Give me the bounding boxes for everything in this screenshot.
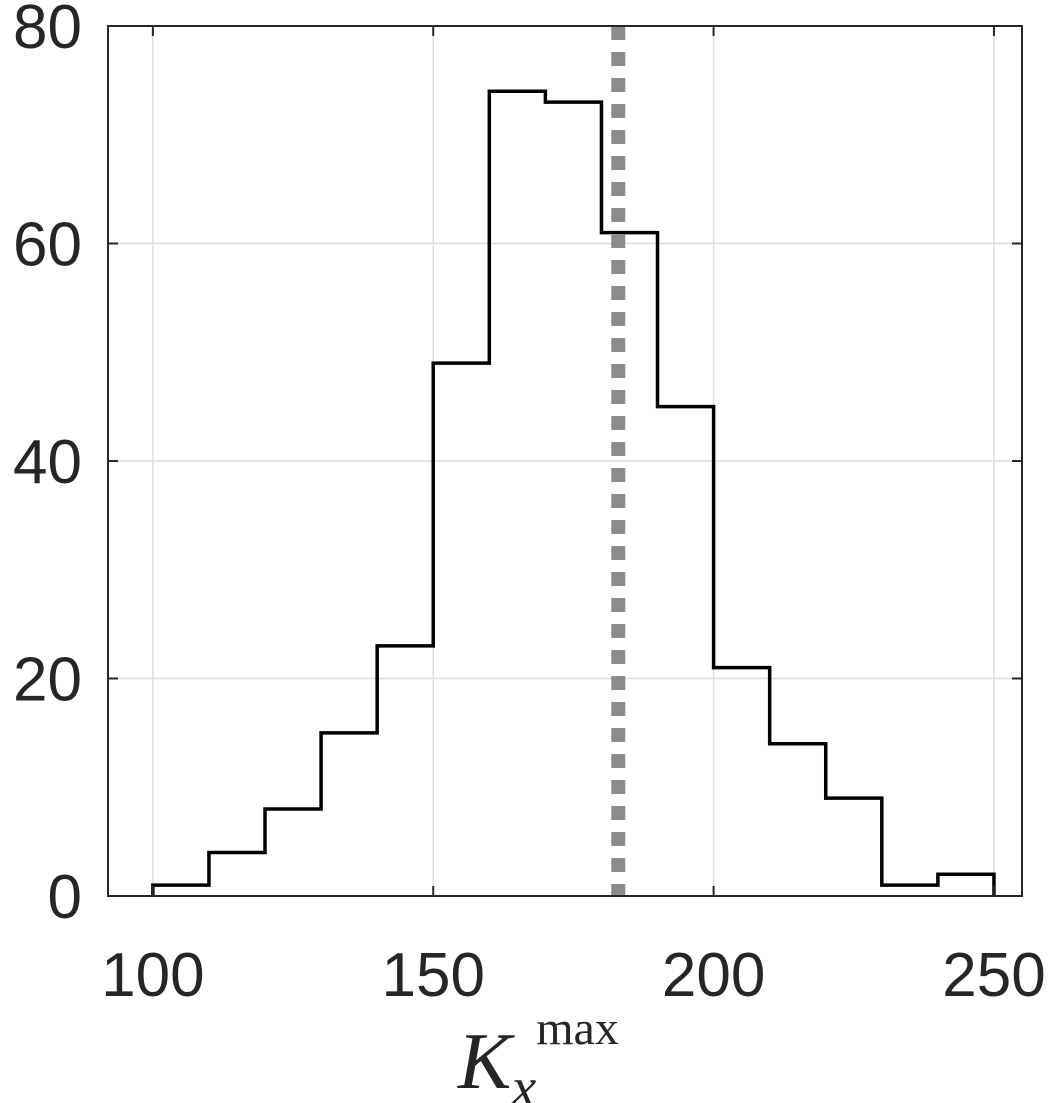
x-axis-label-symbol: K (457, 1018, 515, 1103)
histogram-bin (658, 407, 714, 896)
y-tick-label: 40 (13, 428, 82, 497)
histogram-bin (433, 363, 489, 896)
histogram-bin (321, 733, 377, 896)
x-axis-label-superscript: max (536, 1002, 619, 1055)
histogram-bin (209, 853, 265, 897)
y-tick-label: 0 (48, 863, 82, 932)
x-axis-label-subscript: x (510, 1057, 536, 1103)
y-tick-label: 60 (13, 211, 82, 280)
histogram-bin (882, 885, 938, 896)
histogram-bin (714, 668, 770, 896)
histogram-bin (826, 798, 882, 896)
histogram-bin (601, 233, 657, 896)
x-tick-label: 150 (382, 941, 485, 1010)
histogram-bin (770, 744, 826, 896)
y-tick-label: 20 (13, 646, 82, 715)
x-tick-label: 250 (942, 941, 1045, 1010)
histogram-bin (153, 885, 209, 896)
histogram-bars (151, 89, 996, 897)
axis-ticks: 100 150 200 250 0 20 40 60 80 (13, 0, 1046, 1010)
y-tick-label: 80 (13, 0, 82, 62)
x-tick-label: 100 (101, 941, 204, 1010)
histogram-bin (265, 809, 321, 896)
histogram-outline (151, 89, 996, 896)
histogram-bin (545, 102, 601, 896)
histogram-bin (377, 646, 433, 896)
x-tick-label: 200 (662, 941, 765, 1010)
histogram-bin (489, 91, 545, 896)
histogram-bin (938, 874, 994, 896)
x-axis-label: Kxmax (457, 1002, 619, 1103)
